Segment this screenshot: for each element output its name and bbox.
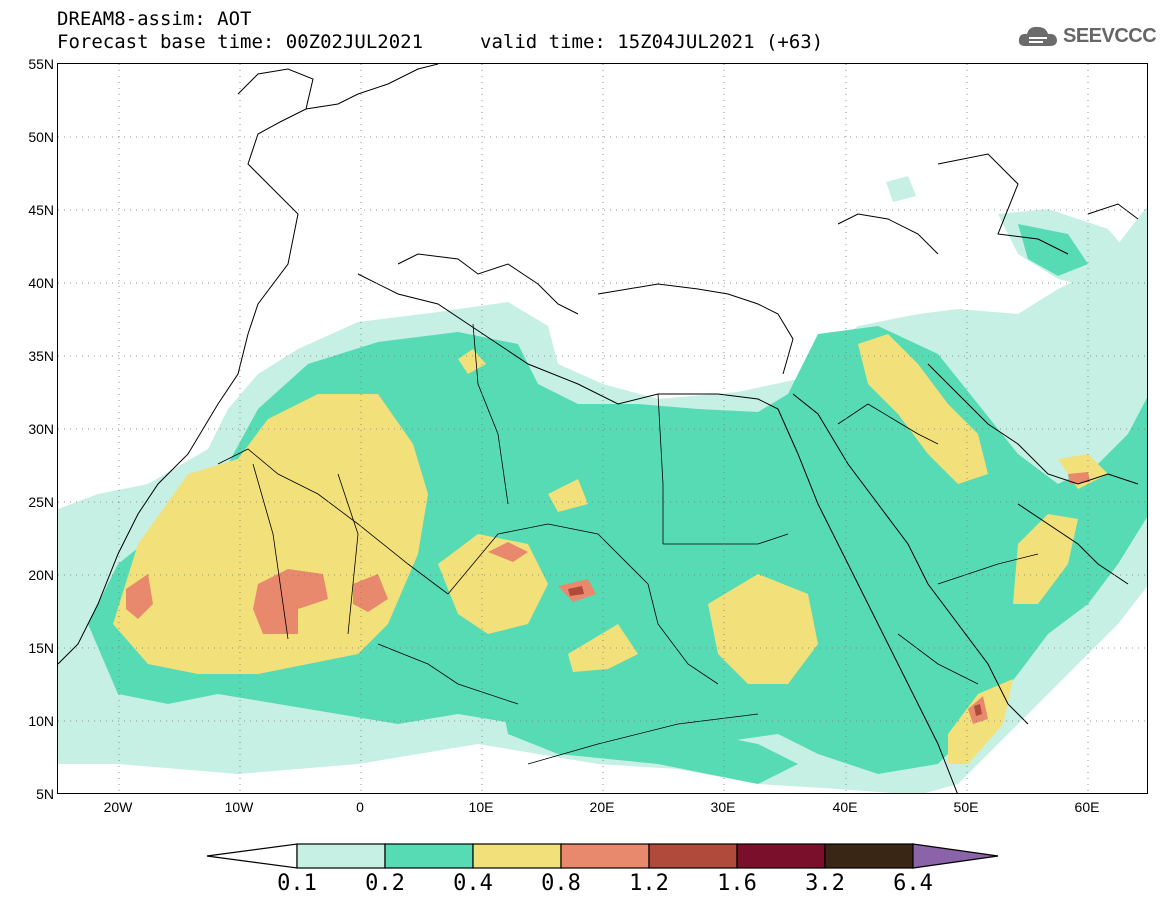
lon-label-10e: 10E [468,799,494,815]
aot-band-0-8-iran [1068,472,1090,484]
aot-band-0-4-niger [438,534,548,634]
aot-band-0-8-mali [253,569,328,634]
lon-label-20w: 20W [103,799,133,815]
colorbar-under-arrow [206,843,298,869]
country-borders [217,323,1039,765]
aot-band-0-8-central [353,574,388,612]
colorbar-swatch-5 [648,843,738,869]
aot-band-0-8-west [126,574,153,619]
lat-label-15n: 15N [28,640,54,656]
colorbar-over-arrow [912,843,999,869]
aot-band-1-2-somalia [974,704,982,716]
lon-label-60e: 60E [1074,799,1100,815]
aot-band-0-4-tunisia [458,349,486,374]
colorbar-label-6-4: 6.4 [893,871,933,896]
lon-label-0: 0 [356,799,364,815]
aot-band-0-4-sudan [708,574,818,684]
lon-label-50e: 50E [953,799,979,815]
aot-band-0-2-south [498,684,798,784]
lon-label-40e: 40E [832,799,858,815]
aot-band-0-2-caspian [1018,224,1088,276]
forecast-base-time: Forecast base time: 00Z02JUL2021 [57,31,424,53]
logo-text: SEEVCCC [1063,24,1157,47]
cloud-icon [1018,26,1057,46]
colorbar-label-0-4: 0.4 [453,871,493,896]
aot-band-0-4-chad [568,624,638,672]
aot-band-0-1-black-sea [886,176,916,202]
aot-band-0-4-iraq [858,334,988,484]
lat-label-50n: 50N [28,129,54,145]
lat-label-55n: 55N [28,56,54,72]
colorbar-label-3-2: 3.2 [805,871,845,896]
colorbar-swatch-1 [296,843,386,869]
lon-label-10w: 10W [224,799,254,815]
seevccc-logo: SEEVCCC [1017,22,1157,50]
aot-band-0-8-niger [488,542,528,562]
colorbar-swatch-6 [736,843,826,869]
map-title: DREAM8-assim: AOT [57,8,252,30]
lat-label-40n: 40N [28,275,54,291]
aot-band-0-4 [113,394,428,674]
lat-label-45n: 45N [28,202,54,218]
aot-map-canvas [58,64,1147,793]
valid-time: valid time: 15Z04JUL2021 (+63) [480,31,824,53]
lat-label-20n: 20N [28,567,54,583]
lat-label-35n: 35N [28,348,54,364]
aot-band-0-4-libya [548,479,588,512]
lat-label-25n: 25N [28,494,54,510]
colorbar-label-0-8: 0.8 [541,871,581,896]
aot-map [57,63,1148,794]
colorbar-label-0-1: 0.1 [277,871,317,896]
lat-label-5n: 5N [36,786,54,802]
lon-label-30e: 30E [710,799,736,815]
colorbar-label-1-2: 1.2 [629,871,669,896]
aot-band-1-2-chad [568,586,584,596]
colorbar-swatch-4 [560,843,650,869]
colorbar-label-1-6: 1.6 [717,871,757,896]
colorbar [206,843,999,869]
colorbar-swatch-3 [472,843,562,869]
coastlines [58,64,1139,793]
lat-label-30n: 30N [28,421,54,437]
colorbar-label-0-2: 0.2 [365,871,405,896]
aot-band-0-4-gulf [1058,454,1108,489]
colorbar-swatch-2 [384,843,474,869]
lon-label-20e: 20E [589,799,615,815]
lat-label-10n: 10N [28,713,54,729]
colorbar-swatch-7 [824,843,914,869]
aot-band-0-4-oman [1013,514,1078,604]
